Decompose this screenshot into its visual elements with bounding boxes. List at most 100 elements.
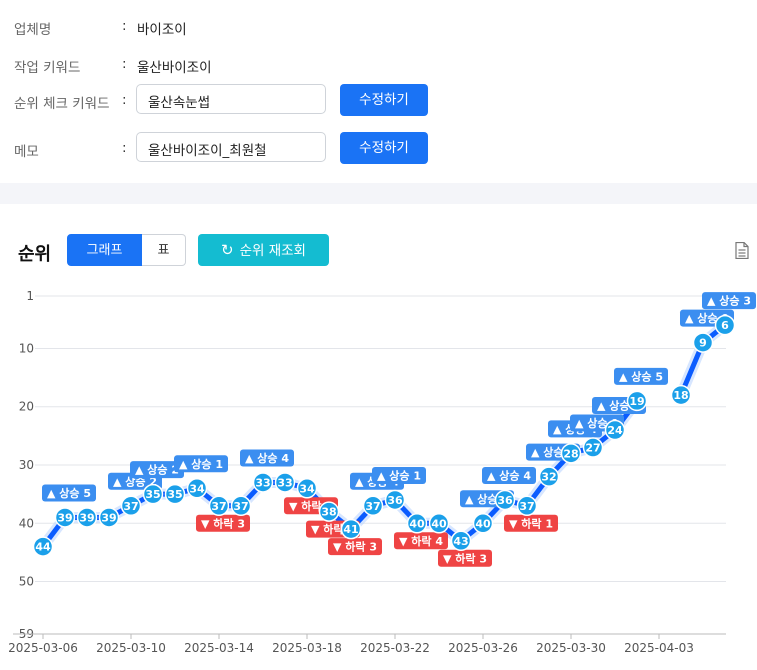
data-point xyxy=(274,472,296,493)
data-point-label: 41 xyxy=(343,523,358,536)
rank-up-label: ▲ 상승 5 xyxy=(619,369,663,383)
data-point xyxy=(604,419,626,441)
rank-up-label: ▲ 상승 5 xyxy=(47,486,91,500)
x-tick-label: 2025-03-22 xyxy=(360,641,430,655)
data-point xyxy=(538,466,560,487)
data-point-label: 39 xyxy=(101,511,116,524)
data-point xyxy=(252,472,274,493)
rank-down-badge xyxy=(328,538,382,556)
document-icon[interactable] xyxy=(735,242,749,259)
data-point-label: 37 xyxy=(365,500,380,513)
rank-up-label: ▲ 상승 2 xyxy=(135,463,179,477)
data-point-label: 40 xyxy=(409,517,425,530)
data-point-label: 44 xyxy=(35,541,51,554)
rank-up-badge xyxy=(130,461,184,479)
data-point-label: 37 xyxy=(211,500,226,513)
data-point xyxy=(230,495,252,517)
memo-row: 메모 : 울산바이조이_최원철 수정하기 xyxy=(0,132,757,166)
data-point-label: 18 xyxy=(673,389,688,402)
rank-up-badge xyxy=(174,455,228,473)
data-point-label: 40 xyxy=(475,517,491,530)
tab-table[interactable]: 표 xyxy=(142,234,186,266)
y-tick-label: 50 xyxy=(19,575,34,589)
data-point xyxy=(472,513,494,534)
colon: : xyxy=(122,56,127,72)
x-tick-label: 2025-03-26 xyxy=(448,641,518,655)
data-point xyxy=(626,390,648,412)
data-point-label: 40 xyxy=(431,517,447,530)
view-toggle: 그래프 표 xyxy=(67,234,186,268)
data-point xyxy=(692,332,714,353)
data-point-label: 24 xyxy=(607,424,623,437)
tab-graph[interactable]: 그래프 xyxy=(67,234,142,266)
rank-keyword-label: 순위 체크 키워드 xyxy=(14,96,110,112)
x-tick-label: 2025-04-03 xyxy=(624,641,694,655)
rank-up-badge xyxy=(482,466,536,484)
data-point xyxy=(582,437,604,458)
rank-up-badge xyxy=(614,367,668,385)
data-point xyxy=(516,495,538,517)
data-point xyxy=(208,495,230,517)
store-info-panel: 업체명 : 바이조이 작업 키워드 : 울산바이조이 순위 체크 키워드 : 울… xyxy=(0,0,757,183)
section-divider xyxy=(0,183,757,204)
data-point-label: 36 xyxy=(497,494,513,507)
rank-down-label: ▼ 하락 4 xyxy=(399,534,443,548)
rank-keyword-input[interactable]: 울산속눈썹 xyxy=(136,84,326,114)
y-tick-label: 40 xyxy=(19,516,34,530)
data-point xyxy=(362,495,384,517)
rank-keyword-edit-button[interactable]: 수정하기 xyxy=(340,84,428,116)
rank-up-label: ▲ 상승 1 xyxy=(179,457,223,471)
data-point-label: 39 xyxy=(79,511,94,524)
data-point-label: 35 xyxy=(167,488,182,501)
data-point-label: 33 xyxy=(255,476,270,489)
refresh-rank-button[interactable]: ↻ 순위 재조회 xyxy=(198,234,329,266)
data-point xyxy=(32,536,54,557)
rank-down-label: ▼ 하락 3 xyxy=(443,551,487,565)
colon: : xyxy=(122,140,127,156)
data-point xyxy=(120,495,142,517)
memo-input[interactable]: 울산바이조이_최원철 xyxy=(136,132,326,162)
colon: : xyxy=(122,92,127,108)
rank-title: 순위 xyxy=(18,244,52,265)
data-point-label: 43 xyxy=(453,535,468,548)
rank-up-label: ▲ 상승 3 xyxy=(707,294,751,308)
rank-up-badge xyxy=(42,484,96,502)
colon: : xyxy=(122,18,127,34)
data-point-label: 37 xyxy=(519,500,534,513)
data-point-label: 28 xyxy=(563,447,578,460)
rank-down-label: ▼ 하락 3 xyxy=(201,516,245,530)
data-point xyxy=(142,483,164,505)
y-tick-label: 1 xyxy=(26,289,34,303)
data-point xyxy=(296,478,318,499)
memo-edit-button[interactable]: 수정하기 xyxy=(340,132,428,164)
company-row: 업체명 : 바이조이 xyxy=(0,10,757,44)
data-point-label: 36 xyxy=(387,494,403,507)
keyword-label: 작업 키워드 xyxy=(14,60,81,76)
data-point-label: 27 xyxy=(585,442,600,455)
data-point-label: 35 xyxy=(145,488,160,501)
data-point-label: 33 xyxy=(277,476,292,489)
data-point-label: 32 xyxy=(541,471,556,484)
data-point xyxy=(186,478,208,499)
x-tick-label: 2025-03-30 xyxy=(536,641,606,655)
x-tick-label: 2025-03-06 xyxy=(8,641,78,655)
data-point xyxy=(560,443,582,464)
data-point-label: 37 xyxy=(123,500,138,513)
rank-down-label: ▼ 하락 3 xyxy=(333,540,377,554)
data-point-label: 9 xyxy=(699,337,707,350)
data-point xyxy=(714,314,736,336)
data-point xyxy=(318,501,340,522)
rank-down-label: ▼ 하락 1 xyxy=(509,516,553,530)
x-tick-label: 2025-03-10 xyxy=(96,641,166,655)
memo-label: 메모 xyxy=(14,144,39,160)
rank-up-badge xyxy=(702,292,756,310)
data-point xyxy=(494,489,516,511)
data-point-label: 34 xyxy=(189,482,205,495)
data-point-label: 39 xyxy=(57,511,72,524)
data-point xyxy=(670,384,692,406)
refresh-rank-label: 순위 재조회 xyxy=(239,243,306,259)
data-point-label: 34 xyxy=(299,482,315,495)
rank-up-label: ▲ 상승 4 xyxy=(245,451,289,465)
x-tick-label: 2025-03-18 xyxy=(272,641,342,655)
